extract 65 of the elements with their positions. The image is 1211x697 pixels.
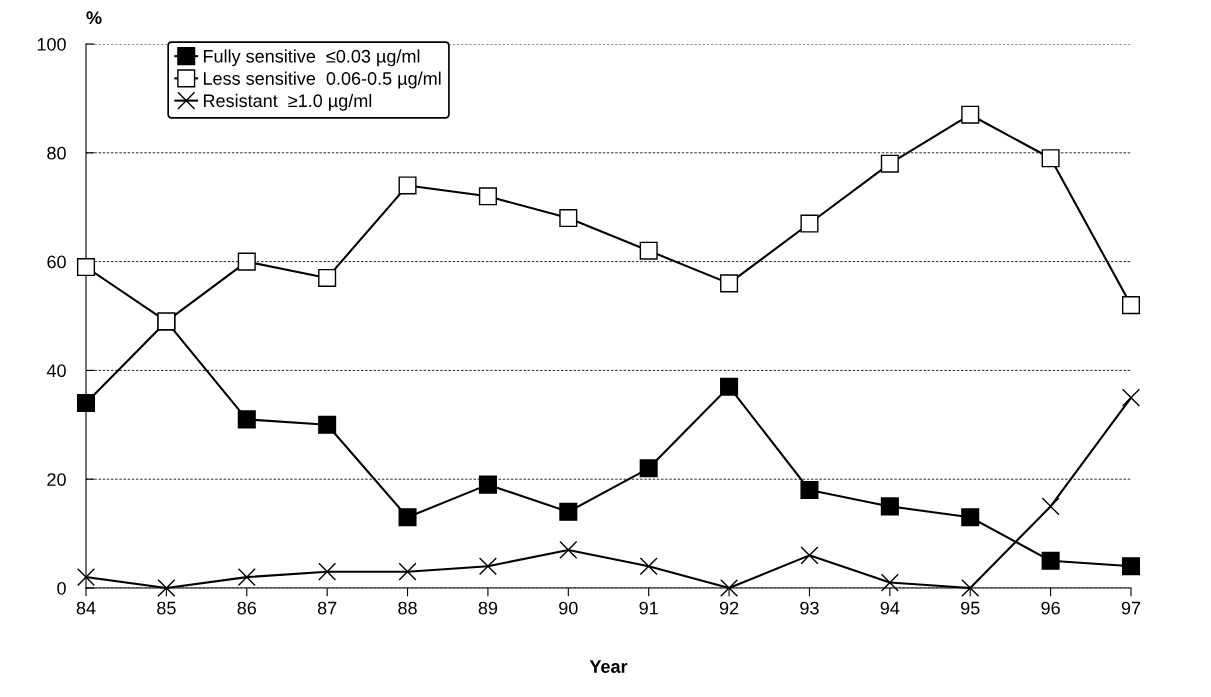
point: [1041, 497, 1060, 516]
point: [478, 557, 497, 576]
point: [559, 502, 578, 521]
point: [76, 568, 96, 587]
y-tick-label: 60: [47, 255, 66, 269]
y-tick-label: 40: [46, 364, 66, 378]
point: [1041, 551, 1060, 570]
point: [720, 377, 739, 396]
x-tick-label: 93: [800, 601, 819, 615]
point: [1121, 388, 1141, 407]
point: [880, 154, 899, 173]
point: [318, 415, 337, 434]
x-axis-title: Year: [589, 660, 628, 673]
point: [1121, 557, 1141, 576]
point: [237, 568, 256, 587]
x-tick-label: 91: [639, 601, 658, 615]
x-tick-label: 92: [719, 601, 739, 615]
point: [478, 475, 497, 494]
point: [961, 508, 980, 527]
point: [720, 578, 739, 598]
point: [559, 209, 578, 228]
x-tick-label: 89: [478, 601, 498, 615]
point: [961, 105, 980, 124]
point: [961, 578, 980, 598]
x-tick-label: 94: [880, 601, 900, 615]
point: [237, 252, 256, 271]
y-tick-label: 0: [57, 581, 66, 595]
x-tick-label: 97: [1121, 601, 1141, 615]
x-tick-label: 95: [961, 601, 980, 615]
point: [76, 394, 96, 413]
point: [800, 546, 819, 565]
legend-label: Less sensitive 0.06-0.5 µg/ml: [203, 71, 441, 89]
x-tick-label: 96: [1041, 601, 1060, 615]
point: [398, 508, 417, 527]
y-tick-label: 100: [37, 37, 66, 51]
point: [478, 187, 497, 206]
x-tick-label: 88: [398, 601, 417, 615]
legend-label: Fully sensitive ≤0.03 µg/ml: [203, 49, 420, 67]
point: [318, 562, 337, 581]
y-axis-title: %: [86, 11, 102, 25]
x-tick-label: 84: [76, 601, 96, 615]
point: [880, 573, 899, 592]
x-tick-label: 87: [317, 601, 337, 615]
y-tick-label: 20: [47, 473, 66, 486]
point: [398, 176, 417, 195]
x-tick-label: 90: [559, 601, 578, 615]
point: [639, 241, 658, 260]
point: [639, 557, 658, 576]
point: [800, 214, 819, 233]
point: [318, 268, 337, 287]
point: [157, 578, 176, 598]
point: [639, 459, 658, 478]
x-tick-label: 85: [157, 601, 176, 615]
point: [1041, 149, 1060, 168]
x-tick-label: 86: [237, 601, 257, 615]
point: [76, 258, 96, 277]
y-tick-label: 80: [47, 146, 66, 160]
point: [720, 274, 739, 293]
point: [559, 540, 578, 559]
point: [237, 410, 256, 429]
point: [398, 562, 417, 581]
legend-label: Resistant ≥1.0 µg/ml: [203, 93, 372, 111]
point: [880, 497, 899, 516]
point: [800, 481, 819, 500]
point: [1121, 296, 1141, 315]
